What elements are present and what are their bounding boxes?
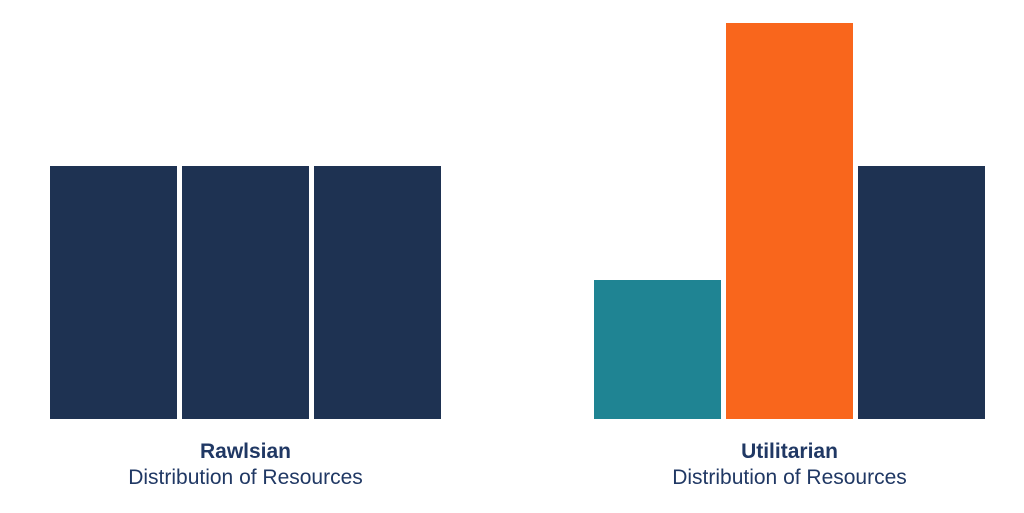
chart-rawlsian: Rawlsian Distribution of Resources <box>50 23 441 491</box>
bar-1 <box>50 166 177 419</box>
utilitarian-chart-title: Utilitarian <box>741 440 838 463</box>
bar-1 <box>594 280 721 419</box>
bar-3 <box>858 166 985 419</box>
bar-2 <box>726 23 853 419</box>
chart-utilitarian: Utilitarian Distribution of Resources <box>594 23 985 491</box>
rawlsian-chart-subtitle: Distribution of Resources <box>128 466 363 489</box>
utilitarian-chart-subtitle: Distribution of Resources <box>672 466 907 489</box>
utilitarian-bars-area <box>594 23 985 419</box>
utilitarian-caption: Utilitarian Distribution of Resources <box>594 439 985 491</box>
bar-3 <box>314 166 441 419</box>
rawlsian-caption: Rawlsian Distribution of Resources <box>50 439 441 491</box>
bar-2 <box>182 166 309 419</box>
rawlsian-bars-area <box>50 23 441 419</box>
rawlsian-chart-title: Rawlsian <box>199 440 292 463</box>
